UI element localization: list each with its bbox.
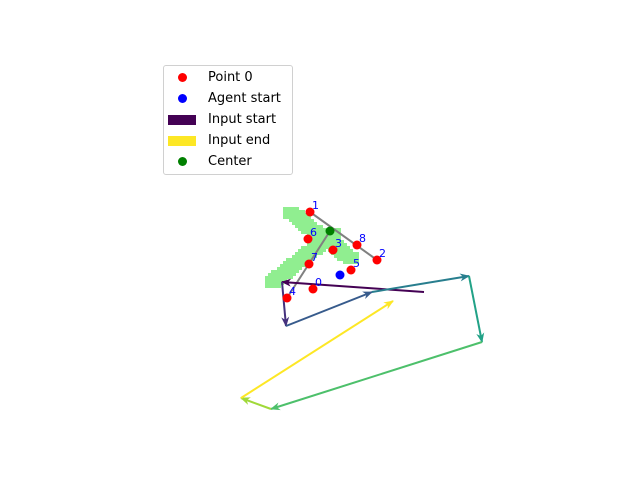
legend-label-3: Input end — [208, 133, 271, 148]
input-arrow-2 — [285, 291, 373, 327]
legend-marker-1 — [178, 94, 187, 103]
input-path — [240, 273, 485, 411]
point-3 — [328, 245, 338, 255]
point-label-0: 0 — [315, 276, 322, 289]
legend-label-2: Input start — [208, 112, 277, 127]
legend-marker-2 — [168, 115, 196, 125]
legend: Point 0 Agent start Input start Input end Ce… — [163, 65, 293, 175]
point-label-8: 8 — [359, 232, 366, 245]
point-8 — [352, 240, 362, 250]
point-0 — [308, 284, 318, 294]
input-arrow-7 — [240, 300, 394, 399]
legend-label-0: Point 0 — [208, 70, 253, 85]
input-arrow-0 — [281, 278, 425, 293]
legend-item-2: Input start — [164, 110, 292, 130]
point-7 — [304, 259, 314, 269]
point-6 — [303, 234, 313, 244]
input-arrow-4 — [468, 275, 485, 343]
input-arrow-3 — [371, 273, 470, 293]
point-2 — [372, 255, 382, 265]
input-arrow-1 — [281, 281, 290, 327]
point-1 — [305, 207, 315, 217]
legend-label-4: Center — [208, 154, 252, 169]
legend-label-1: Agent start — [208, 91, 281, 106]
point-5 — [346, 265, 356, 275]
input-arrow-5 — [270, 341, 483, 411]
point-label-2: 2 — [379, 247, 386, 260]
point-label-7: 7 — [311, 251, 318, 264]
legend-marker-0 — [178, 73, 187, 82]
point-4 — [282, 293, 292, 303]
point-label-1: 1 — [312, 199, 319, 212]
point-label-3: 3 — [335, 237, 342, 250]
legend-item-1: Agent start — [164, 89, 292, 109]
legend-item-3: Input end — [164, 131, 292, 151]
point-label-5: 5 — [353, 257, 360, 270]
point-label-6: 6 — [310, 226, 317, 239]
agent-start-point — [335, 270, 345, 280]
legend-marker-4 — [178, 157, 187, 166]
legend-marker-3 — [168, 136, 196, 146]
legend-item-0: Point 0 — [164, 68, 292, 88]
center-point — [325, 226, 335, 236]
region-cell-1-16 — [265, 276, 281, 288]
region-cell-0-16 — [343, 252, 359, 264]
shape-segment-0 — [309, 211, 378, 261]
input-arrow-6 — [240, 397, 272, 410]
legend-item-4: Center — [164, 152, 292, 172]
point-label-4: 4 — [289, 285, 296, 298]
points-layer: 0 1 2 3 4 5 6 7 8 — [282, 199, 386, 303]
highlight-region — [265, 207, 359, 288]
